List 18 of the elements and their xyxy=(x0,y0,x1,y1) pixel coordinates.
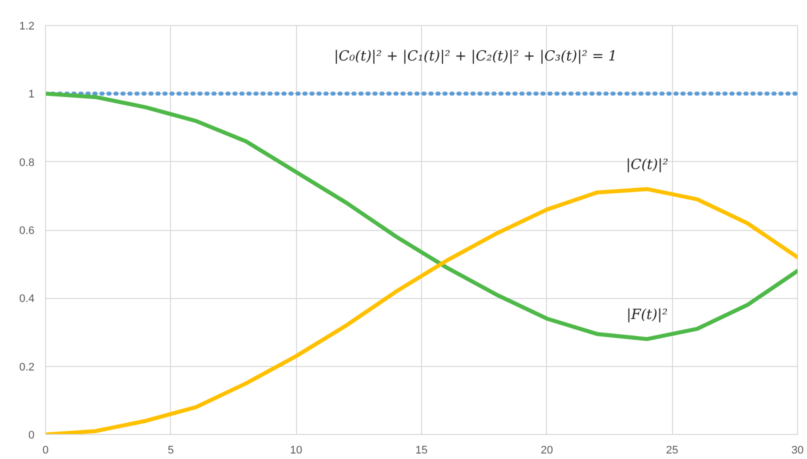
x-tick-label: 20 xyxy=(540,444,553,456)
annotation: |C₀(t)|² + |C₁(t)|² + |C₂(t)|² + |C₃(t)|² = 1 xyxy=(334,48,618,64)
annotation: |C(t)|² xyxy=(626,157,669,174)
y-tick-label: 1 xyxy=(28,88,35,101)
y-tick-label: 0 xyxy=(28,430,35,442)
line-series xyxy=(46,92,798,342)
x-tick-label: 15 xyxy=(415,444,428,456)
y-tick-label: 1.2 xyxy=(19,20,35,32)
x-tick-label: 25 xyxy=(666,444,678,456)
annotation: |F(t)|² xyxy=(626,307,668,324)
y-tick-label: 0.8 xyxy=(19,156,35,169)
y-tick-label: 0.6 xyxy=(19,225,35,237)
x-tick-label: 5 xyxy=(168,444,174,456)
y-tick-label: 0.2 xyxy=(19,361,35,374)
x-tick-label: 30 xyxy=(791,444,804,456)
x-tick-label: 0 xyxy=(42,444,49,456)
y-tick-label: 0.4 xyxy=(19,293,35,306)
x-tick-label: 10 xyxy=(290,444,302,456)
